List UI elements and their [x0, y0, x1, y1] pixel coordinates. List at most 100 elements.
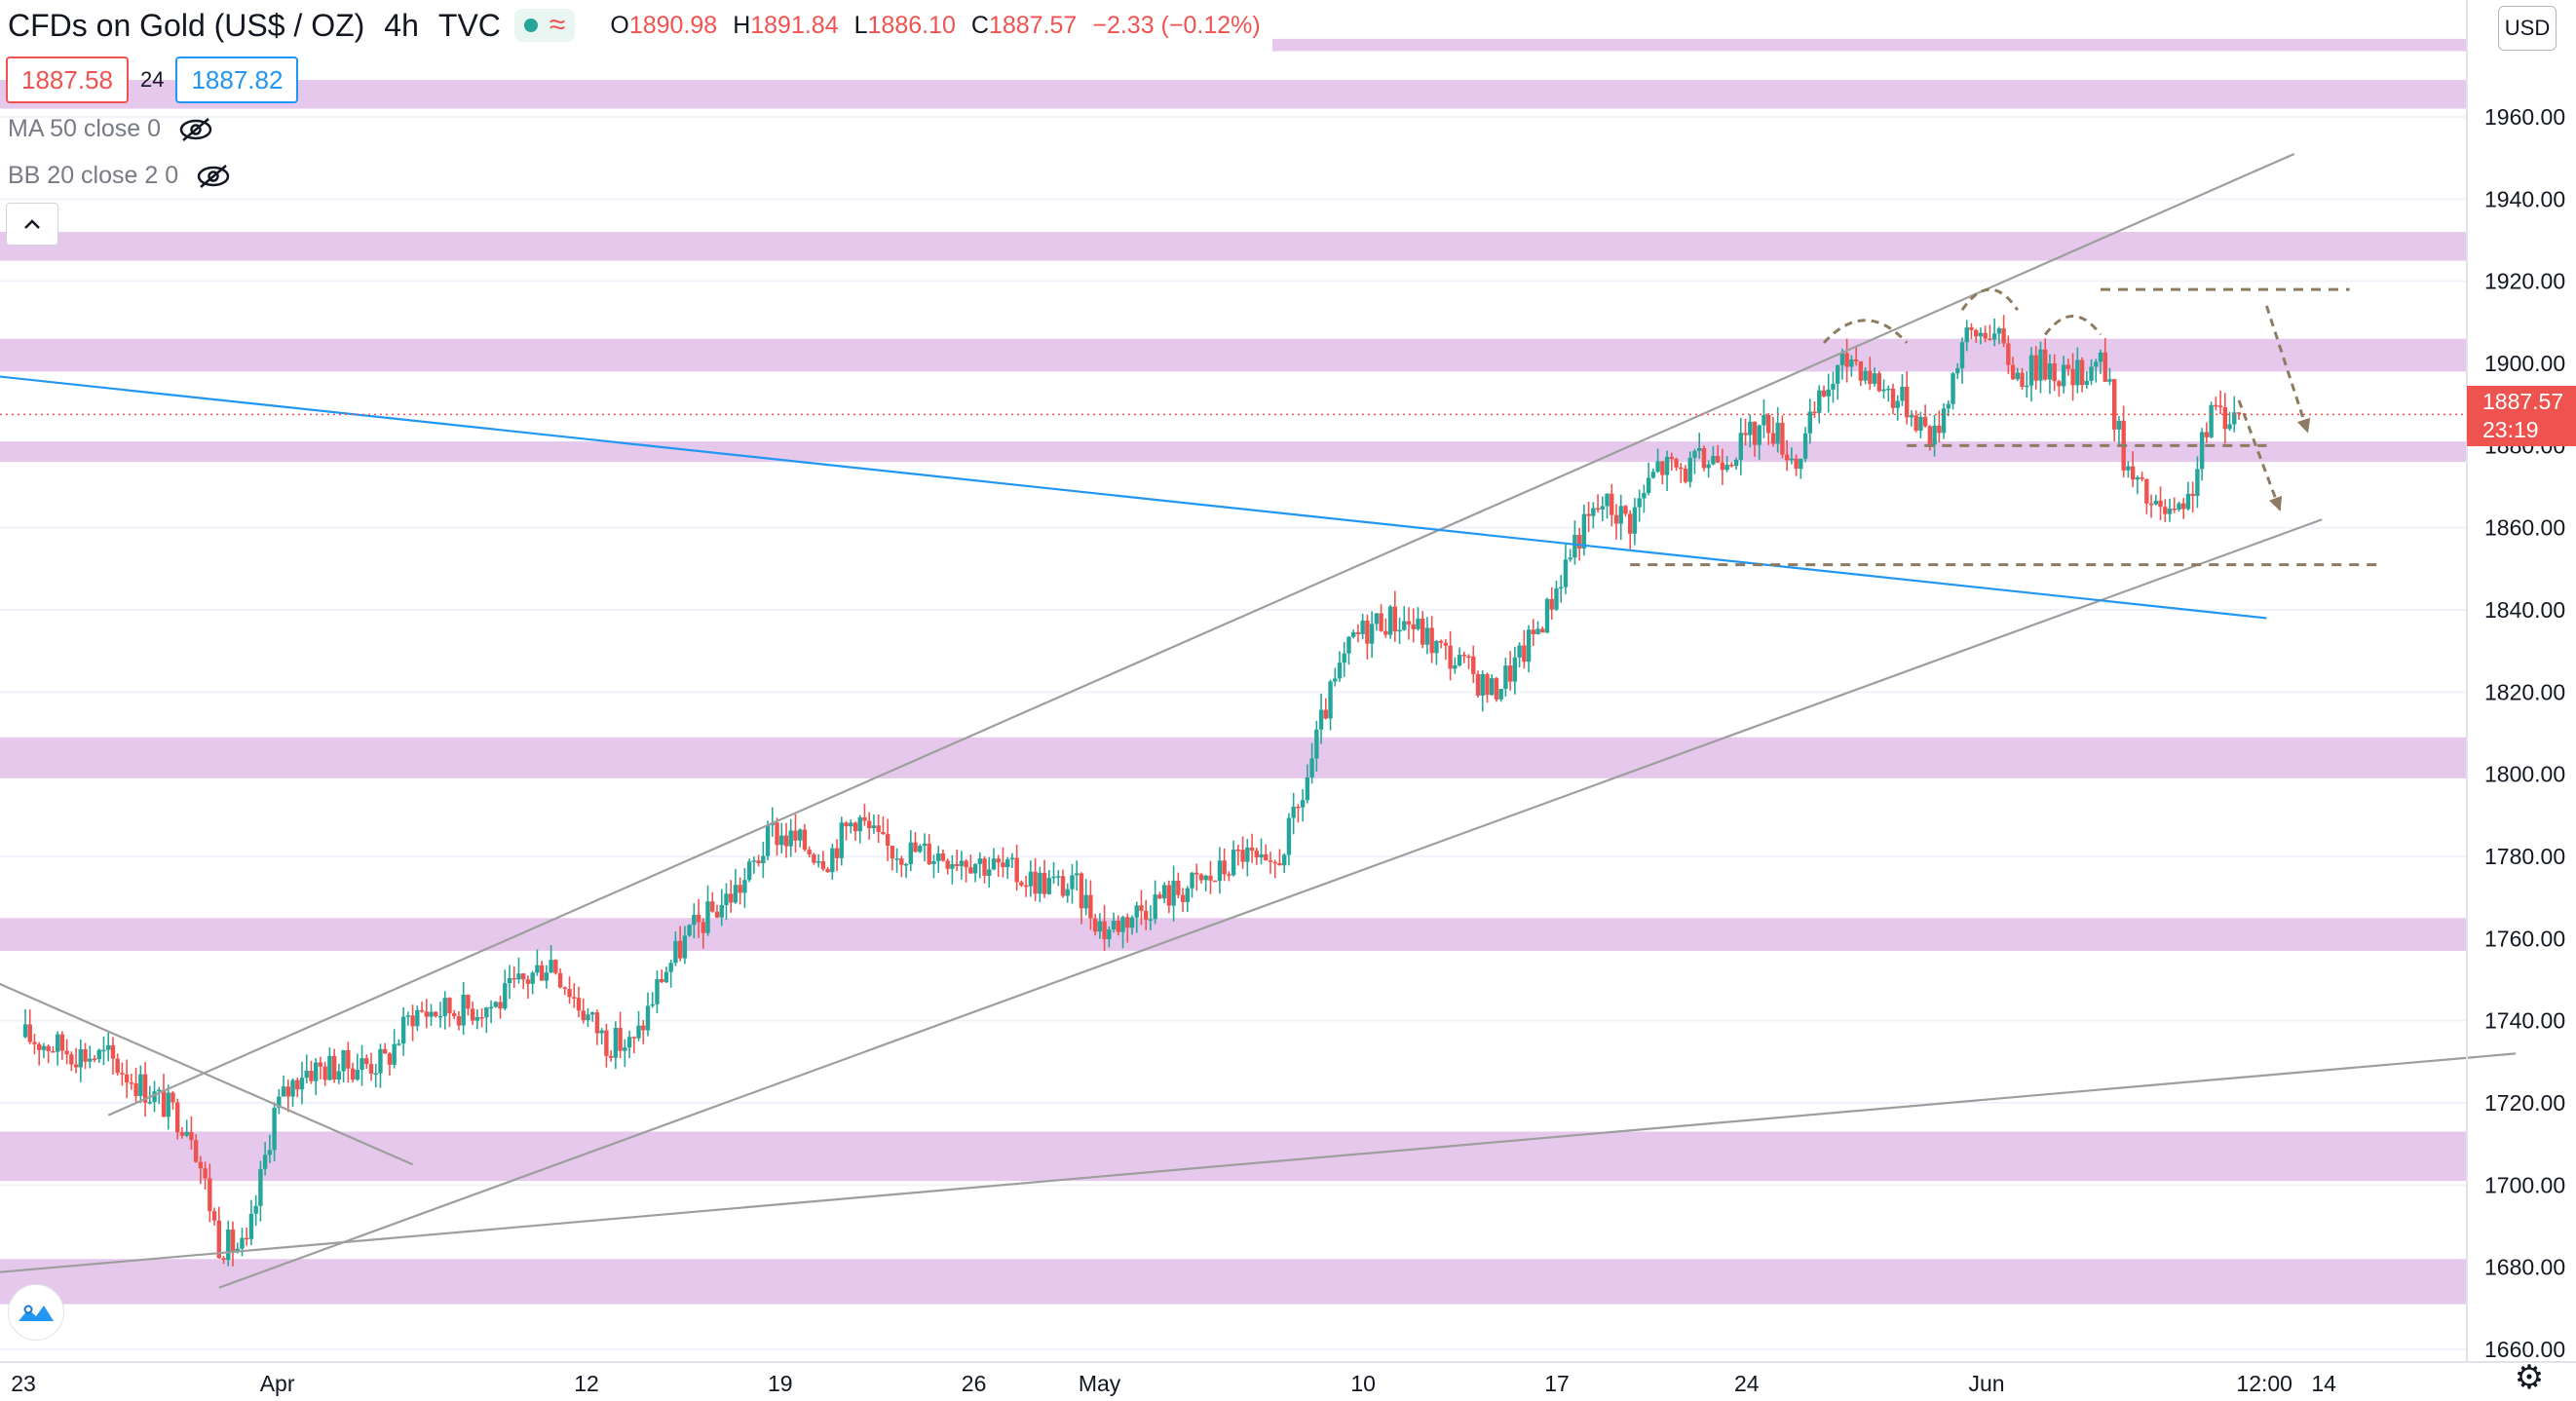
candle-body — [807, 850, 812, 854]
candle — [1618, 494, 1623, 541]
collapse-legend-button[interactable] — [6, 203, 58, 246]
candle-body — [208, 1178, 212, 1212]
gear-icon[interactable]: ⚙ — [2514, 1359, 2545, 1396]
candle-body — [221, 1258, 226, 1261]
candle — [22, 1008, 28, 1039]
candle-body — [1826, 389, 1831, 397]
candle-body — [1554, 587, 1559, 610]
symbol-title[interactable]: CFDs on Gold (US$ / OZ) — [8, 7, 365, 43]
candle-body — [350, 1068, 356, 1080]
price-tick-label: 1900.00 — [2484, 351, 2565, 376]
candle-body — [1180, 894, 1186, 902]
candle — [429, 1003, 434, 1027]
candle-body — [2209, 404, 2214, 437]
candle-body — [1853, 359, 1859, 361]
candle-body — [2185, 493, 2191, 510]
candle-body — [277, 1096, 282, 1108]
candle-body — [240, 1237, 245, 1249]
candle — [1905, 371, 1910, 425]
candle — [2043, 338, 2048, 381]
indicator-bb[interactable]: BB 20 close 2 0 — [8, 162, 231, 190]
candle — [2158, 486, 2163, 521]
candle — [1466, 654, 1471, 669]
price-zone — [1272, 38, 2467, 52]
candle-body — [1775, 422, 1780, 444]
candle-body — [530, 972, 535, 984]
trendline-channel-upper — [107, 152, 2295, 1117]
logo-mountain-icon — [19, 1305, 54, 1321]
candle — [2130, 451, 2136, 487]
market-status-badge[interactable]: ≈ — [513, 9, 576, 42]
candle-body — [2217, 405, 2223, 407]
candle-body — [1937, 425, 1942, 434]
eye-crossed-icon[interactable] — [196, 164, 231, 189]
candle — [1424, 617, 1430, 655]
candle — [152, 1080, 157, 1113]
candle — [1374, 613, 1380, 631]
candle — [899, 855, 904, 878]
candle-body — [1572, 534, 1577, 558]
candle — [1134, 901, 1139, 933]
candle-body — [147, 1102, 152, 1104]
candle — [147, 1085, 152, 1105]
buy-button[interactable]: 1887.82 — [175, 57, 299, 103]
interval-label[interactable]: 4h — [384, 7, 419, 43]
candle — [110, 1037, 116, 1075]
candle-body — [1600, 506, 1605, 510]
candle — [1821, 385, 1827, 398]
candle-body — [1628, 513, 1633, 534]
candle — [1346, 636, 1351, 665]
arrow-shaft — [2264, 305, 2310, 435]
candle — [2163, 499, 2168, 522]
candle-body — [115, 1058, 120, 1074]
price-axis[interactable]: 1660.00 1680.00 1700.00 1720.00 1740.00 1760.… — [2466, 0, 2565, 1362]
currency-button[interactable]: USD — [2498, 6, 2557, 51]
candle-body — [1849, 359, 1854, 367]
candle — [701, 918, 705, 949]
candle — [2227, 411, 2232, 432]
candle-body — [2075, 360, 2080, 386]
shoulder-arc — [1960, 287, 2020, 312]
current-price-tag: 1887.57 23:19 — [2467, 386, 2576, 446]
candle-body — [2172, 509, 2177, 511]
trendline-descending-line — [0, 982, 414, 1166]
eye-crossed-icon[interactable] — [178, 117, 213, 142]
candle-body — [138, 1074, 143, 1097]
candle — [1738, 418, 1743, 475]
tradingview-logo-icon[interactable] — [8, 1284, 64, 1341]
candle-body — [954, 864, 960, 866]
sell-button[interactable]: 1887.58 — [6, 57, 129, 103]
candle-body — [129, 1082, 134, 1084]
candle — [1157, 891, 1162, 899]
candle-body — [636, 1025, 641, 1039]
candle — [1120, 915, 1125, 949]
candle-body — [2148, 503, 2154, 506]
candle-body — [1296, 806, 1301, 809]
time-axis[interactable]: 23 Apr 12 19 26 May 10 17 24 Jun 12:00 14 — [0, 1361, 2576, 1396]
candle — [336, 1063, 342, 1084]
candle — [368, 1052, 374, 1081]
candle-body — [719, 905, 724, 918]
candle-body — [1687, 457, 1692, 482]
candle — [461, 982, 466, 1036]
candle — [549, 945, 553, 973]
indicator-ma[interactable]: MA 50 close 0 — [8, 115, 213, 143]
candle-body — [1674, 459, 1679, 468]
candle — [1305, 764, 1310, 804]
candle-body — [557, 972, 563, 988]
candle — [839, 816, 844, 866]
candle — [350, 1062, 356, 1083]
candles-layer — [22, 315, 2242, 1267]
candle-body — [22, 1024, 28, 1038]
candle — [968, 854, 973, 874]
candle-body — [1913, 415, 1918, 432]
candle — [318, 1056, 323, 1079]
candle-body — [419, 1009, 425, 1012]
candle — [1453, 657, 1458, 674]
candle — [1955, 363, 1960, 380]
candle-body — [2061, 364, 2066, 387]
candle-body — [507, 977, 512, 984]
candle-body — [1365, 621, 1370, 644]
candle-body — [1383, 630, 1388, 635]
